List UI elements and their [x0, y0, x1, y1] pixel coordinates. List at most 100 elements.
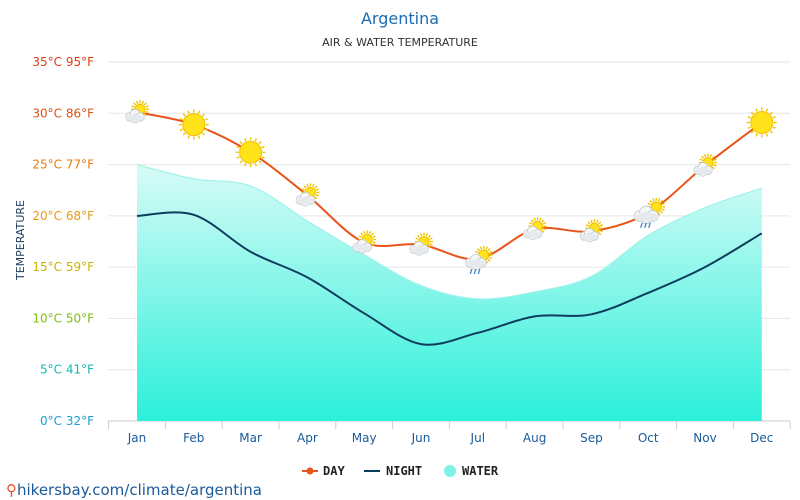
sun-ray	[703, 154, 707, 158]
sun-ray	[747, 116, 751, 119]
y-tick-label: 25°C 77°F	[32, 158, 94, 172]
sun-ray	[699, 158, 703, 161]
sun-ray	[358, 235, 362, 238]
sun-ray	[236, 156, 240, 159]
rain-sun-icon	[464, 245, 493, 275]
sun-ray	[652, 198, 655, 202]
sun-ray	[315, 193, 319, 197]
sun-ray	[713, 164, 717, 167]
sun-ray	[661, 202, 665, 206]
cloud-shape	[464, 253, 487, 270]
sun-ray	[530, 219, 534, 223]
sun-ray	[143, 102, 147, 106]
sun-ray	[769, 130, 773, 134]
x-tick-label: Dec	[750, 431, 773, 445]
chart-subtitle: AIR & WATER TEMPERATURE	[322, 36, 478, 49]
sun-ray	[201, 132, 205, 136]
sun-ray	[661, 208, 665, 211]
sun-ray	[599, 224, 603, 227]
sun-ray	[425, 232, 429, 237]
sun-ray	[187, 135, 190, 139]
night-series	[136, 211, 763, 346]
sun-ray	[258, 141, 262, 145]
cloud-base	[352, 244, 372, 252]
y-tick-label: 15°C 59°F	[32, 260, 94, 274]
location-pin-icon: ⚲	[6, 481, 17, 499]
y-tick-label: 0°C 32°F	[40, 414, 94, 428]
sun-ray	[417, 234, 421, 238]
sun-ray	[239, 141, 243, 145]
sun-ray	[204, 118, 208, 121]
rain-drop	[648, 222, 651, 228]
sun-ray	[529, 222, 533, 225]
sun-ray	[713, 158, 717, 161]
y-tick-label: 5°C 41°F	[40, 363, 94, 377]
sun-ray	[711, 155, 715, 159]
sun-icon	[235, 137, 266, 168]
sun-ray	[201, 113, 205, 117]
sun-ray	[315, 188, 319, 191]
sun-ray	[657, 198, 661, 202]
sun-disc	[750, 111, 774, 135]
sun-disc	[182, 113, 206, 137]
sun-ray	[429, 243, 433, 246]
cloud-shape	[352, 239, 372, 254]
sun-icon	[178, 109, 209, 140]
cloud-sun-icon	[352, 230, 377, 254]
rain-drop	[469, 268, 473, 275]
sun-ray	[360, 232, 364, 236]
sun-ray	[750, 130, 754, 134]
rain-drop	[640, 222, 643, 228]
sun-ray	[475, 250, 479, 254]
cloud-shape	[522, 225, 543, 241]
sun-ray	[179, 118, 183, 121]
cloud-base	[634, 212, 659, 222]
sun-ray	[419, 232, 423, 237]
cloud-shape	[633, 205, 659, 225]
sun-ray	[487, 248, 491, 252]
sun-ray	[598, 231, 602, 236]
sun-ray	[301, 188, 306, 191]
legend-water-label: WATER	[462, 464, 499, 478]
sun-disc	[239, 140, 263, 164]
legend-item-water: WATER	[444, 464, 499, 478]
cloud-shape	[125, 108, 145, 124]
sun-ray	[187, 110, 190, 114]
y-tick-label: 20°C 68°F	[32, 209, 94, 223]
y-axis-label: TEMPERATURE	[14, 200, 27, 281]
sun-ray	[487, 258, 491, 262]
cloud-shape	[409, 241, 429, 256]
x-axis-ticks: Jan Feb Mar Apr May Jun Jul Aug Sep Oct Nov Dec	[108, 421, 791, 445]
cloud-base	[125, 114, 145, 122]
x-tick-label: Nov	[693, 431, 716, 445]
source-link[interactable]: ⚲hikersbay.com/climate/argentina	[6, 481, 262, 499]
sun-ray	[306, 183, 309, 188]
cloud-rain-sun-icon	[633, 197, 666, 228]
sun-ray	[772, 116, 776, 119]
sun-ray	[314, 196, 318, 200]
night-line	[136, 211, 763, 346]
sun-ray	[312, 183, 315, 188]
sun-ray	[261, 156, 265, 159]
cloud-base	[409, 246, 429, 254]
sun-ray	[542, 222, 547, 225]
sun-ray	[236, 145, 240, 149]
water-series	[136, 164, 762, 421]
sun-rays	[746, 107, 777, 138]
sun-ray	[204, 128, 208, 131]
sun-ray	[541, 229, 545, 234]
sun-ray	[539, 217, 542, 221]
sun-ray	[476, 248, 481, 252]
cloud-base	[580, 233, 599, 241]
x-tick-label: May	[352, 431, 377, 445]
sun-ray	[363, 230, 366, 235]
sun-ray	[368, 230, 372, 235]
rain-drop	[477, 268, 481, 275]
water-line	[136, 164, 762, 300]
sun-ray	[135, 100, 139, 104]
sun-ray	[143, 113, 147, 117]
cloud-sun-icon	[125, 100, 149, 124]
sun-ray	[598, 221, 602, 225]
x-tick-label: Jan	[127, 431, 147, 445]
